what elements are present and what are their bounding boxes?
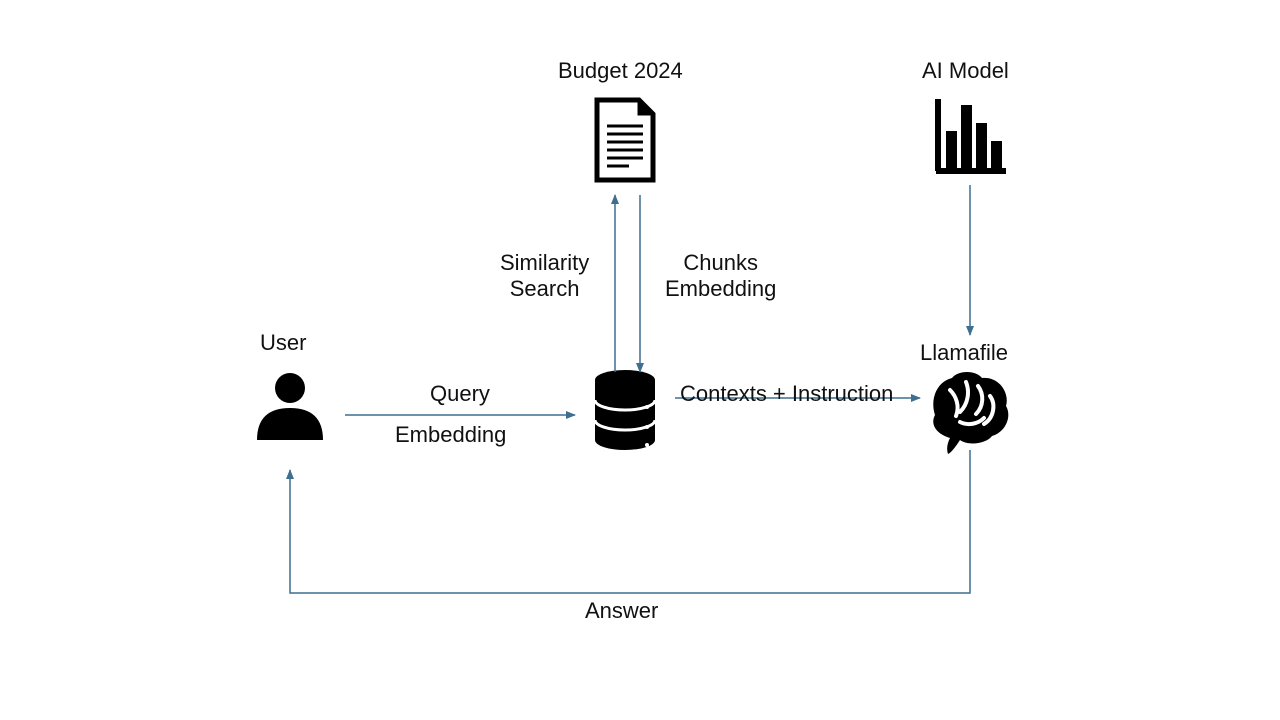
edge-label-query: Query [430, 381, 490, 407]
bar-chart-icon [936, 99, 1006, 171]
document-label: Budget 2024 [558, 58, 683, 84]
edge-label-similarity: Similarity Search [500, 250, 589, 302]
document-icon [597, 100, 653, 180]
edge-llamafile-to-user [290, 450, 970, 593]
database-icon [595, 370, 655, 450]
user-icon [257, 373, 323, 440]
edge-label-answer: Answer [585, 598, 658, 624]
edge-label-chunks: Chunks Embedding [665, 250, 776, 302]
user-label: User [260, 330, 306, 356]
brain-icon [933, 372, 1008, 454]
edge-label-embedding: Embedding [395, 422, 506, 448]
aimodel-label: AI Model [922, 58, 1009, 84]
edge-label-contexts: Contexts + Instruction [680, 381, 893, 407]
llamafile-label: Llamafile [920, 340, 1008, 366]
